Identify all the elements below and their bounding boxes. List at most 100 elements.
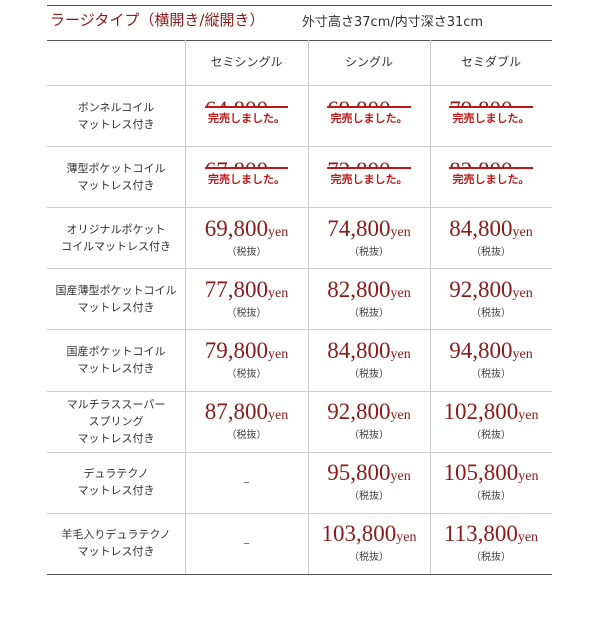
price: 92,800yen xyxy=(327,399,410,429)
price-cell: 105,800yen （税抜） xyxy=(430,452,552,513)
price-value: 77,800 xyxy=(204,276,269,302)
empty-dash: – xyxy=(243,474,250,490)
price-unit: yen xyxy=(390,285,411,301)
price-value: 79,800 xyxy=(204,337,269,363)
price-cell: 87,800yen （税抜） xyxy=(185,391,308,452)
tax-note: （税抜） xyxy=(226,368,267,380)
price-unit: yen xyxy=(390,346,411,362)
price-unit: yen xyxy=(268,346,289,362)
row-label: デュラテクノ マットレス付き xyxy=(47,452,185,513)
sold-stamp: 完売しました。 xyxy=(327,106,411,123)
price: 113,800yen xyxy=(444,521,538,551)
row-label-line: デュラテクノ xyxy=(83,467,149,481)
price-unit: yen xyxy=(268,408,289,424)
sold-price: 67,800yen完売しました。 xyxy=(204,158,289,185)
price-value: 95,800 xyxy=(327,460,391,486)
tax-note: （税抜） xyxy=(471,368,511,380)
tax-note: （税抜） xyxy=(349,246,389,258)
price-cell: 95,800yen （税抜） xyxy=(308,452,430,513)
column-header: セミダブル xyxy=(460,55,521,69)
price-value: 113,800 xyxy=(443,521,518,547)
row-label-line: 薄型ポケットコイル xyxy=(66,161,166,175)
row-label-line: マットレス付き xyxy=(77,545,155,559)
row-label: 薄型ポケットコイル マットレス付き xyxy=(47,146,185,207)
price-value: 105,800 xyxy=(443,460,519,486)
price-value: 94,800 xyxy=(449,337,513,363)
row-label-line: 国産ポケットコイル xyxy=(66,344,166,358)
price-value: 92,800 xyxy=(327,399,391,425)
price: 103,800yen xyxy=(322,521,417,551)
price-unit: yen xyxy=(518,469,539,485)
price-cell: 82,800yen （税抜） xyxy=(308,268,430,329)
price: 92,800yen xyxy=(449,277,532,307)
price-value: 102,800 xyxy=(443,399,519,425)
price: 79,800yen xyxy=(205,338,288,368)
row-label-line: 国産薄型ポケットコイル xyxy=(55,283,177,297)
row-rule xyxy=(47,452,552,453)
column-divider xyxy=(308,40,309,574)
table-top-rule xyxy=(47,40,552,41)
tax-note: （税抜） xyxy=(471,552,511,564)
tax-note: （税抜） xyxy=(349,491,389,503)
table-bottom-rule xyxy=(47,574,552,575)
price-unit: yen xyxy=(268,285,289,301)
price-value: 87,800 xyxy=(204,399,269,425)
row-label-line: コイルマットレス付き xyxy=(61,239,171,253)
price: 77,800yen xyxy=(205,277,288,307)
row-label-line: 羊毛入りデュラテクノ xyxy=(61,528,171,542)
sold-stamp: 完売しました。 xyxy=(204,167,289,185)
price: 102,800yen xyxy=(444,399,539,429)
price-value: 74,800 xyxy=(327,215,391,241)
tax-note: （税抜） xyxy=(471,491,511,503)
row-label-line: ボンネルコイル xyxy=(77,100,155,114)
row-rule xyxy=(47,329,552,330)
empty-dash: – xyxy=(243,535,250,551)
price-unit: yen xyxy=(512,224,533,240)
price: 84,800yen xyxy=(449,216,532,246)
price-unit: yen xyxy=(390,469,411,485)
price: 74,800yen xyxy=(327,216,410,246)
column-divider xyxy=(185,40,186,574)
price-cell: 92,800yen （税抜） xyxy=(430,268,552,329)
price: 69,800yen xyxy=(205,216,288,246)
price-value: 84,800 xyxy=(449,215,513,241)
row-label: 国産ポケットコイル マットレス付き xyxy=(47,329,185,390)
price-cell: 82,800yen完売しました。 xyxy=(430,146,552,207)
row-rule xyxy=(47,146,552,147)
row-label-line: マットレス付き xyxy=(77,300,155,314)
tax-note: （税抜） xyxy=(349,368,389,380)
price-value: 84,800 xyxy=(327,337,391,363)
sold-stamp: 完売しました。 xyxy=(327,167,411,185)
price-cell: 94,800yen （税抜） xyxy=(430,329,552,390)
price-value: 92,800 xyxy=(449,276,513,302)
price-value: 69,800 xyxy=(204,215,269,241)
price: 95,800yen xyxy=(327,460,410,490)
price-cell: 67,800yen完売しました。 xyxy=(185,146,308,207)
row-label-line: マットレス付き xyxy=(77,178,155,192)
sold-price: 72,800yen完売しました。 xyxy=(327,158,411,185)
row-label: 国産薄型ポケットコイル マットレス付き xyxy=(47,268,185,329)
row-label-line: スプリング xyxy=(88,414,144,428)
price-cell: 102,800yen （税抜） xyxy=(430,391,552,452)
price-unit: yen xyxy=(390,408,411,424)
row-label-line: オリジナルポケット xyxy=(66,222,166,236)
price-unit: yen xyxy=(512,285,533,301)
price-cell: 113,800yen （税抜） xyxy=(430,513,552,574)
sold-stamp: 完売しました。 xyxy=(449,167,533,185)
sold-stamp: 完売しました。 xyxy=(449,106,533,123)
price-unit: yen xyxy=(390,224,411,240)
title: ラージタイプ（横開き/縦開き） xyxy=(50,11,265,29)
price-unit: yen xyxy=(517,530,539,546)
price-value: 103,800 xyxy=(321,521,397,547)
price-cell: 74,800yen （税抜） xyxy=(308,207,430,268)
row-label: オリジナルポケット コイルマットレス付き xyxy=(47,207,185,268)
price-value: 82,800 xyxy=(327,276,391,302)
row-label: 羊毛入りデュラテクノ マットレス付き xyxy=(47,513,185,574)
row-rule xyxy=(47,207,552,208)
price-cell: 79,800yen （税抜） xyxy=(185,329,308,390)
row-rule xyxy=(47,268,552,269)
row-label-line: マットレス付き xyxy=(77,484,155,498)
tax-note: （税抜） xyxy=(226,430,267,442)
tax-note: （税抜） xyxy=(349,430,389,442)
sold-price: 79,800yen完売しました。 xyxy=(449,97,533,123)
